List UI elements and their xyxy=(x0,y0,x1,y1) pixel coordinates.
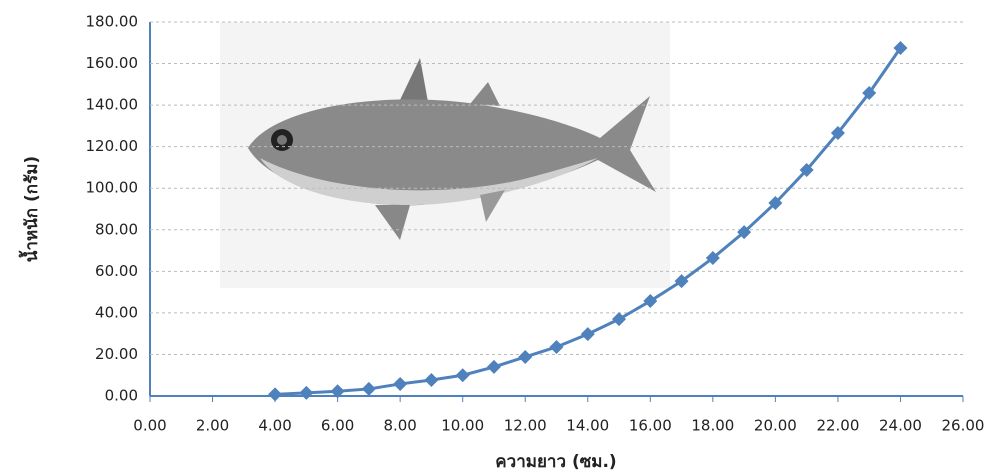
y-tick-label: 80.00 xyxy=(95,220,138,238)
data-marker xyxy=(518,349,533,364)
data-marker xyxy=(455,368,470,383)
data-marker xyxy=(612,312,627,327)
data-marker xyxy=(643,294,658,309)
data-marker xyxy=(737,225,752,240)
x-tick-label: 24.00 xyxy=(879,417,922,435)
x-tick-label: 8.00 xyxy=(383,417,416,435)
data-marker xyxy=(768,195,783,210)
x-tick-label: 2.00 xyxy=(196,417,229,435)
x-tick-label: 6.00 xyxy=(321,417,354,435)
x-tick-label: 0.00 xyxy=(133,417,166,435)
data-marker xyxy=(862,86,877,101)
data-marker xyxy=(549,339,564,354)
data-marker xyxy=(424,373,439,388)
y-tick-label: 60.00 xyxy=(95,262,138,280)
data-marker xyxy=(705,251,720,266)
x-axis-title: ความยาว (ซม.) xyxy=(495,452,616,472)
data-marker xyxy=(674,274,689,289)
y-tick-label: 100.00 xyxy=(86,179,139,197)
data-marker xyxy=(830,125,845,140)
y-tick-label: 20.00 xyxy=(95,345,138,363)
x-tick-label: 14.00 xyxy=(566,417,609,435)
fish-illustration xyxy=(220,22,670,288)
data-marker xyxy=(393,376,408,391)
x-tick-label: 20.00 xyxy=(754,417,797,435)
y-tick-label: 160.00 xyxy=(86,54,139,72)
y-axis-title: น้ำหนัก (กรัม) xyxy=(18,156,42,262)
data-marker xyxy=(299,385,314,400)
x-tick-label: 16.00 xyxy=(629,417,672,435)
data-marker xyxy=(361,381,376,396)
x-tick-label: 12.00 xyxy=(504,417,547,435)
data-marker xyxy=(330,384,345,399)
x-tick-label: 18.00 xyxy=(691,417,734,435)
y-tick-label: 180.00 xyxy=(86,13,139,31)
y-tick-label: 140.00 xyxy=(86,96,139,114)
y-tick-label: 120.00 xyxy=(86,137,139,155)
x-tick-label: 22.00 xyxy=(816,417,859,435)
data-marker xyxy=(799,162,814,177)
data-marker xyxy=(486,359,501,374)
data-marker xyxy=(893,40,908,55)
x-tick-label: 26.00 xyxy=(942,417,985,435)
y-tick-label: 0.00 xyxy=(105,387,138,405)
y-tick-label: 40.00 xyxy=(95,303,138,321)
data-marker xyxy=(580,327,595,342)
x-tick-label: 10.00 xyxy=(441,417,484,435)
x-tick-label: 4.00 xyxy=(258,417,291,435)
data-marker xyxy=(268,387,283,402)
